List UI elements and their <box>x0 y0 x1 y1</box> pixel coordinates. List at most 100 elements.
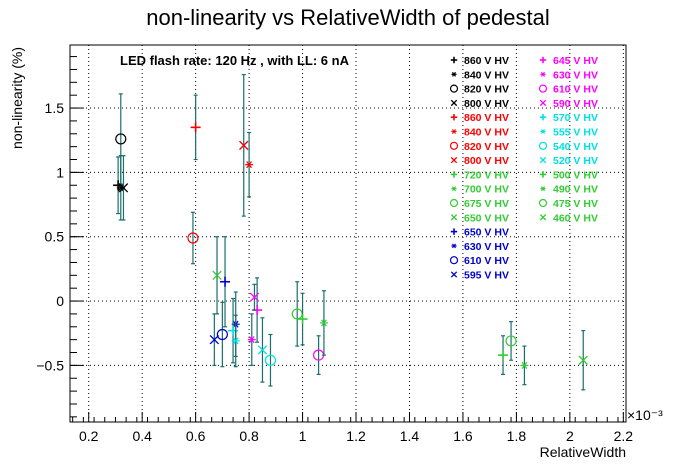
legend-entry: 860 V HV <box>450 55 509 67</box>
legend-entry: 820 V HV <box>449 84 509 96</box>
data-point <box>505 321 517 361</box>
legend-label: 610 V HV <box>464 255 509 267</box>
legend-label: 675 V HV <box>464 198 509 210</box>
legend-entry: 630 V HV <box>451 241 509 253</box>
data-point <box>118 155 129 221</box>
data-point <box>578 330 588 391</box>
data-point <box>212 236 222 315</box>
legend-entry: 475 V HV <box>538 198 598 210</box>
x-tick-label: 0.2 <box>79 428 99 444</box>
legend-label: 590 V HV <box>553 98 598 110</box>
legend-entry: 590 V HV <box>539 98 598 110</box>
axis-ticks <box>70 56 624 422</box>
legend-label: 460 V HV <box>553 212 598 224</box>
legend-entry: 490 V HV <box>540 184 598 196</box>
data-point <box>247 313 256 366</box>
y-tick-label: −0.5 <box>36 357 64 373</box>
legend-label: 840 V HV <box>464 127 509 139</box>
data-point <box>190 94 201 161</box>
legend-entry: 595 V HV <box>450 270 509 282</box>
legend-entry: 840 V HV <box>451 127 509 139</box>
legend-label: 645 V HV <box>553 55 598 67</box>
y-tick-label: 0.5 <box>45 229 65 245</box>
x-axis-label: RelativeWidth <box>540 444 626 460</box>
data-point <box>319 290 328 356</box>
legend-entry: 650 V HV <box>450 227 509 239</box>
legend-entry: 840 V HV <box>451 69 509 81</box>
legend-label: 820 V HV <box>464 84 509 96</box>
legend-label: 610 V HV <box>553 84 598 96</box>
legend-entry: 650 V HV <box>450 212 509 224</box>
x-tick-label: 1 <box>299 428 307 444</box>
x-tick-label: 2 <box>566 428 574 444</box>
legend-label: 800 V HV <box>464 98 509 110</box>
legend-entry: 630 V HV <box>540 69 598 81</box>
x-tick-label: 1.6 <box>453 428 473 444</box>
legend-entry: 860 V HV <box>450 112 509 124</box>
data-point <box>239 73 249 217</box>
plot-frame <box>69 44 627 423</box>
x-tick-label: 2.2 <box>614 428 634 444</box>
legend-label: 630 V HV <box>464 241 509 253</box>
x-tick-label: 1.2 <box>346 428 366 444</box>
data-point <box>209 313 220 366</box>
legend-label: 650 V HV <box>464 227 509 239</box>
legend-label: 860 V HV <box>464 55 509 67</box>
grid <box>70 45 626 422</box>
data-point <box>498 335 509 375</box>
legend: 860 V HV 840 V HV 820 V HV 800 V HV 860 V HV… <box>449 55 598 282</box>
legend-label: 840 V HV <box>464 69 509 81</box>
data-point <box>228 297 239 364</box>
x-multiplier: ×10⁻³ <box>627 407 663 423</box>
data-points <box>113 73 588 391</box>
legend-entry: 675 V HV <box>449 198 509 210</box>
legend-entry: 460 V HV <box>539 212 598 224</box>
legend-label: 700 V HV <box>464 184 509 196</box>
data-point <box>257 317 268 383</box>
legend-entry: 610 V HV <box>538 84 598 96</box>
legend-label: 595 V HV <box>464 270 509 282</box>
legend-entry: 540 V HV <box>538 141 598 153</box>
legend-label: 720 V HV <box>464 169 509 181</box>
y-tick-label: 0 <box>56 293 64 309</box>
data-point <box>245 131 254 198</box>
x-tick-label: 1.8 <box>507 428 527 444</box>
legend-label: 860 V HV <box>464 112 509 124</box>
data-point <box>264 333 277 387</box>
legend-entry: 555 V HV <box>540 127 598 139</box>
legend-label: 630 V HV <box>553 69 598 81</box>
legend-label: 570 V HV <box>553 112 598 124</box>
data-point <box>115 93 127 185</box>
x-tick-labels: 0.2 0.4 0.6 0.8 1 1.2 1.4 1.6 1.8 2 2.2 <box>79 428 633 444</box>
legend-entry: 820 V HV <box>449 141 509 153</box>
y-tick-label: 1 <box>56 164 64 180</box>
data-point <box>249 283 260 311</box>
x-tick-label: 1.4 <box>400 428 420 444</box>
legend-entry: 800 V HV <box>450 155 509 167</box>
data-point <box>520 345 529 386</box>
legend-label: 475 V HV <box>553 198 598 210</box>
data-point <box>291 281 303 347</box>
x-tick-label: 0.4 <box>132 428 152 444</box>
data-point <box>216 301 228 368</box>
legend-entry: 800 V HV <box>450 98 509 110</box>
data-point <box>220 236 231 328</box>
data-point <box>297 292 308 346</box>
chart-subtitle: LED flash rate: 120 Hz , with LL: 6 nA <box>120 53 350 68</box>
data-point <box>187 211 199 265</box>
data-point <box>231 314 240 368</box>
x-tick-label: 0.6 <box>186 428 206 444</box>
legend-entry: 570 V HV <box>539 112 598 124</box>
legend-label: 650 V HV <box>464 212 509 224</box>
legend-entry: 520 V HV <box>539 155 598 167</box>
legend-entry: 645 V HV <box>539 55 598 67</box>
legend-entry: 720 V HV <box>450 169 509 181</box>
legend-entry: 610 V HV <box>449 255 509 267</box>
x-tick-label: 0.8 <box>239 428 259 444</box>
y-axis-label: non-linearity (%) <box>9 47 25 149</box>
legend-label: 800 V HV <box>464 155 509 167</box>
legend-label: 555 V HV <box>553 127 598 139</box>
y-tick-labels: −0.5 0 0.5 1 1.5 <box>36 100 64 373</box>
legend-entry: 500 V HV <box>539 169 598 181</box>
